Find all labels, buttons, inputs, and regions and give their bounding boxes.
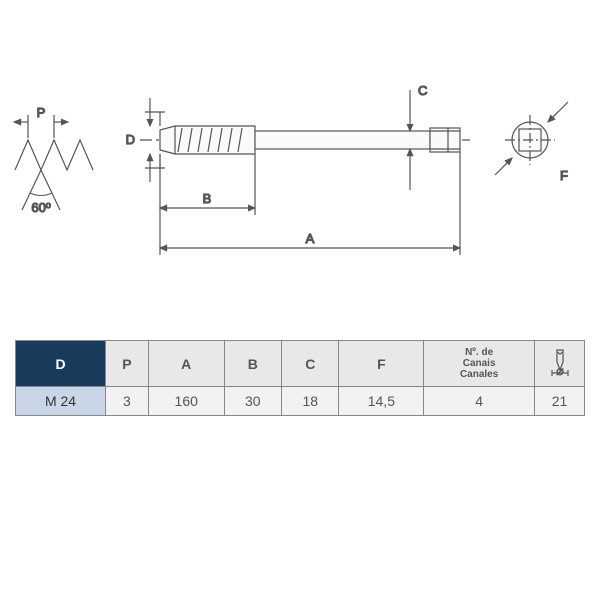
table-row: M 24 3 160 30 18 14,5 4 21 [16, 387, 585, 416]
label-f: F [560, 168, 568, 183]
val-f: 14,5 [339, 387, 424, 416]
technical-diagram: P 60º [0, 50, 600, 300]
val-p: 3 [106, 387, 149, 416]
col-c: C [282, 341, 339, 387]
col-p: P [106, 341, 149, 387]
label-p: P [37, 105, 46, 120]
val-d: M 24 [16, 387, 106, 416]
col-f: F [339, 341, 424, 387]
col-d: D [16, 341, 106, 387]
table-header-row: D P A B C F Nº. de Canais Canales [16, 341, 585, 387]
end-view: F [495, 102, 568, 183]
label-a: A [306, 231, 315, 246]
thread-profile: P 60º [14, 105, 93, 215]
val-canais: 4 [424, 387, 535, 416]
drill-icon: ⌀ [548, 348, 572, 376]
col-b: B [224, 341, 281, 387]
label-angle: 60º [31, 200, 50, 215]
val-c: 18 [282, 387, 339, 416]
val-b: 30 [224, 387, 281, 416]
spec-table: D P A B C F Nº. de Canais Canales [15, 340, 585, 416]
col-a: A [148, 341, 224, 387]
label-b: B [203, 191, 212, 206]
col-canais: Nº. de Canais Canales [424, 341, 535, 387]
val-a: 160 [148, 387, 224, 416]
label-c: C [418, 83, 427, 98]
tap-body: D C B A [126, 83, 470, 255]
svg-text:⌀: ⌀ [556, 363, 564, 376]
label-d: D [126, 132, 135, 147]
val-diam: 21 [535, 387, 585, 416]
col-diam: ⌀ [535, 341, 585, 387]
